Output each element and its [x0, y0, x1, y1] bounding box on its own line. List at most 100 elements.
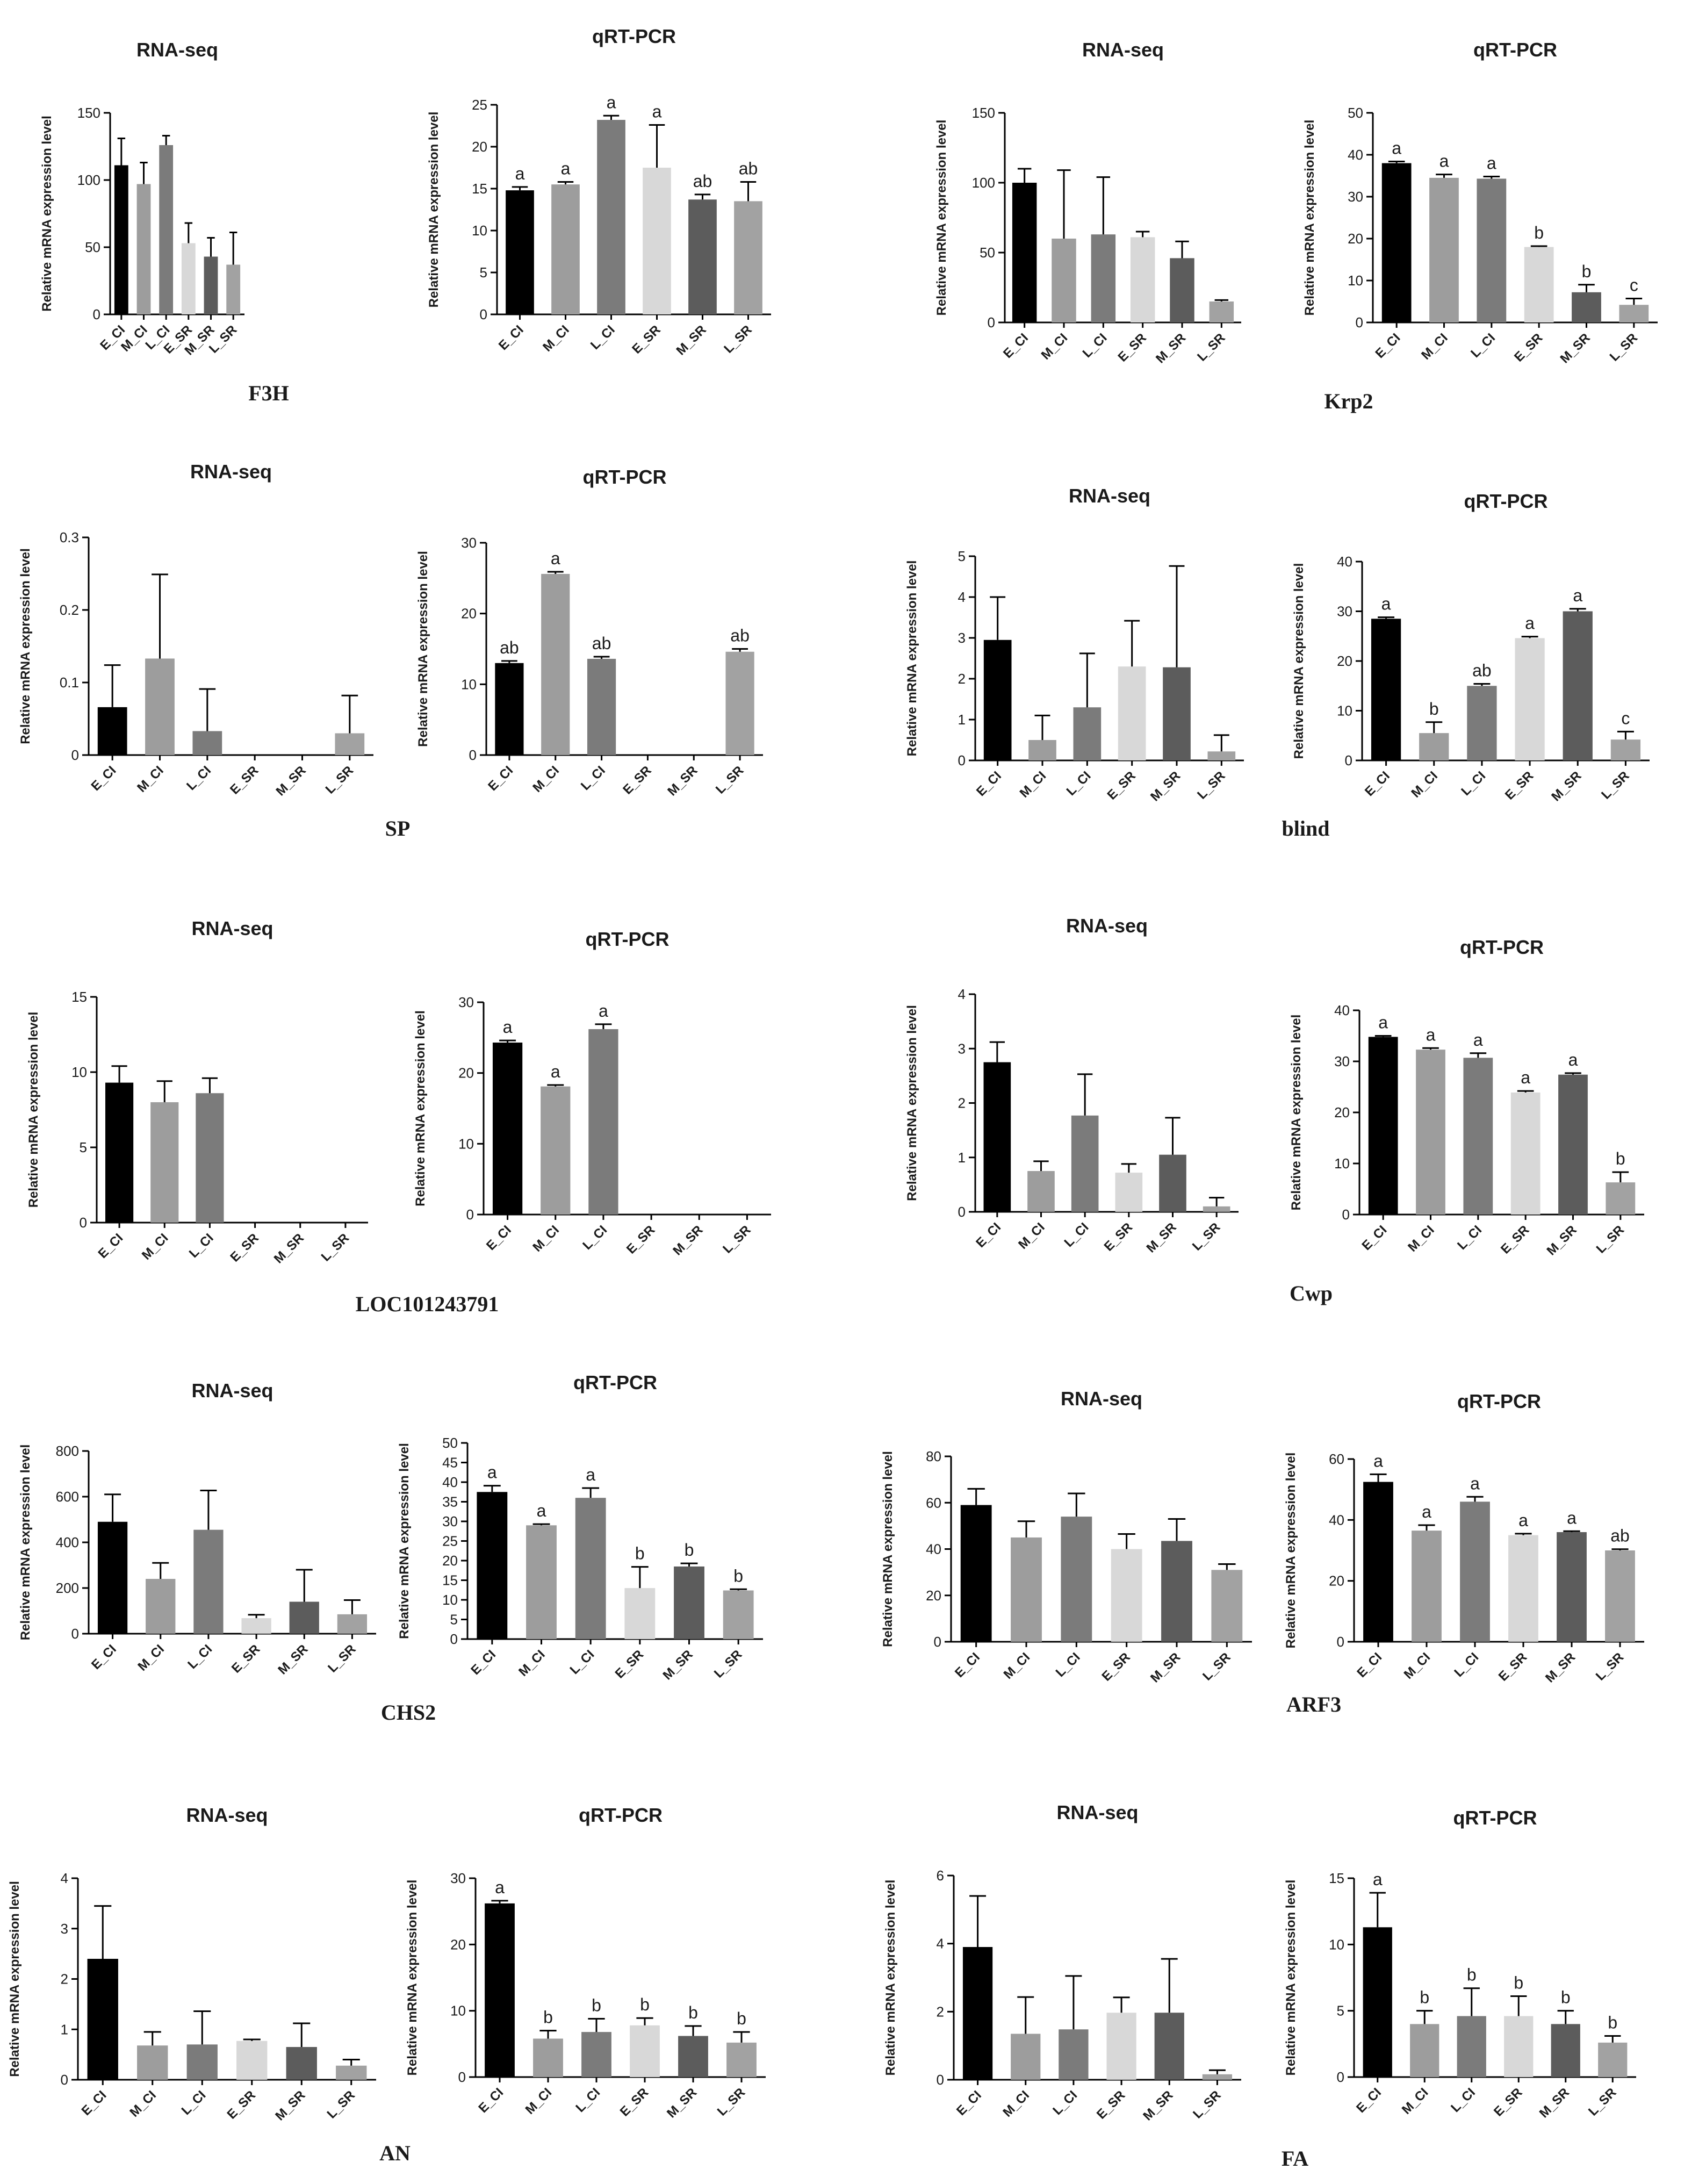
y-tick-label: 0 [1356, 314, 1363, 331]
y-axis-label: Relative mRNA expression level [397, 1443, 412, 1639]
bar-m-ci [1027, 1171, 1055, 1212]
x-tick-label: L_CI [573, 2085, 603, 2115]
y-axis-label: Relative mRNA expression level [1289, 1015, 1304, 1211]
x-tick-label: M_SR [670, 1223, 706, 1258]
y-tick-label: 2 [61, 1971, 68, 1987]
y-tick-label: 5 [1337, 2003, 1344, 2019]
x-tick-label: L_CI [1458, 768, 1488, 799]
y-tick-label: 0 [466, 1206, 474, 1223]
bar-l-sr [1606, 1182, 1636, 1215]
significance-letter: ab [739, 159, 758, 178]
y-tick-label: 40 [1329, 1512, 1344, 1528]
bar-l-sr [1211, 1570, 1243, 1642]
chart-title: qRT-PCR [1473, 39, 1557, 61]
y-tick-label: 3 [61, 1921, 68, 1937]
x-tick-label: E_SR [225, 2088, 258, 2122]
bar-m-sr [678, 2036, 708, 2077]
chart-blind-qpcr: qRT-PCR Relative mRNA expression level 0 10… [1292, 490, 1650, 804]
x-tick-label: L_SR [1607, 331, 1640, 364]
x-tick-label: E_CI [89, 1642, 119, 1672]
x-tick-label: M_CI [135, 1642, 167, 1674]
chart-title: RNA-seq [186, 1804, 268, 1826]
y-tick-label: 20 [458, 1065, 474, 1081]
bar-e-sr [1111, 1549, 1142, 1642]
y-tick-label: 0 [1337, 1634, 1344, 1650]
bar-l-ci [597, 120, 625, 314]
y-tick-label: 5 [80, 1139, 87, 1155]
y-tick-label: 0 [958, 1204, 966, 1220]
x-tick-label: L_CI [1050, 2088, 1080, 2118]
bar-e-sr [1504, 2016, 1534, 2077]
y-tick-label: 1 [958, 1150, 966, 1166]
x-tick-label: M_SR [673, 322, 709, 358]
bar-m-ci [1011, 2034, 1041, 2080]
significance-letter: a [1525, 614, 1535, 633]
significance-letter: c [1621, 708, 1630, 728]
y-tick-label: 20 [450, 1936, 466, 1952]
bar-e-sr [1524, 247, 1554, 322]
significance-letter: a [1373, 1451, 1383, 1470]
bar-l-ci [186, 2044, 218, 2080]
significance-letter: a [1473, 1030, 1483, 1050]
x-tick-label: E_SR [227, 1231, 261, 1265]
chart-title: RNA-seq [1082, 39, 1164, 61]
y-tick-label: 100 [77, 172, 100, 188]
x-tick-label: L_SR [1194, 331, 1228, 364]
bar-e-sr [241, 1618, 271, 1634]
bar-l-sr [226, 264, 241, 314]
bar-m-sr [1163, 667, 1191, 760]
y-tick-label: 0.3 [60, 529, 79, 545]
x-tick-label: L_CI [1080, 331, 1110, 361]
y-tick-label: 2 [958, 671, 966, 687]
x-tick-label: L_SR [1190, 2088, 1223, 2121]
x-tick-label: M_CI [1405, 1223, 1437, 1255]
significance-letter: a [1439, 152, 1449, 171]
x-tick-label: L_CI [580, 1223, 610, 1253]
bar-m-ci [541, 1086, 571, 1215]
y-axis-label: Relative mRNA expression level [905, 561, 919, 757]
significance-letter: b [592, 1995, 601, 2015]
significance-letter: a [1470, 1474, 1480, 1493]
x-tick-label: L_SR [711, 1647, 745, 1680]
y-tick-label: 25 [442, 1533, 458, 1549]
significance-letter: b [543, 2008, 553, 2027]
x-tick-label: L_SR [721, 322, 754, 356]
significance-letter: b [1608, 2013, 1617, 2032]
significance-letter: c [1630, 276, 1638, 295]
chart-title: qRT-PCR [573, 1371, 657, 1393]
bar-l-sr [336, 2065, 367, 2080]
x-tick-label: L_SR [1593, 1650, 1626, 1683]
bar-m-sr [1551, 2024, 1580, 2077]
y-axis-label: Relative mRNA expression level [26, 1012, 41, 1208]
x-tick-label: M_CI [516, 1647, 548, 1679]
x-tick-label: M_CI [1001, 1650, 1033, 1682]
bar-m-ci [541, 573, 570, 755]
gene-label: ARF3 [1286, 1692, 1341, 1716]
y-axis-label: Relative mRNA expression level [8, 1881, 22, 2077]
chart-krp2-rna: RNA-seq Relative mRNA expression level 0 50… [934, 39, 1241, 366]
significance-letter: ab [500, 638, 519, 657]
bar-l-ci [1071, 1115, 1099, 1212]
x-tick-label: E_CI [96, 1231, 126, 1261]
x-tick-label: M_CI [523, 2085, 555, 2117]
bar-m-ci [1416, 1050, 1445, 1215]
y-tick-label: 40 [442, 1474, 458, 1490]
x-tick-label: E_SR [1498, 1223, 1532, 1256]
significance-letter: b [1420, 1988, 1429, 2007]
y-axis-label: Relative mRNA expression level [883, 1880, 898, 2076]
x-tick-label: M_SR [1148, 768, 1183, 804]
x-tick-label: E_CI [1373, 331, 1403, 361]
gene-label: Krp2 [1324, 389, 1373, 413]
y-tick-label: 2 [937, 2003, 944, 2020]
bar-m-sr [1563, 611, 1593, 760]
bar-e-ci [105, 1082, 134, 1223]
bar-m-ci [1028, 740, 1056, 760]
chart-title: RNA-seq [191, 917, 273, 939]
bar-l-ci [1467, 686, 1497, 760]
significance-letter: a [1573, 586, 1582, 605]
x-tick-label: L_SR [1190, 1220, 1223, 1253]
y-tick-label: 20 [472, 139, 487, 155]
chart-chs2-rna: RNA-seq Relative mRNA expression level 0 20… [18, 1380, 376, 1677]
chart-title: RNA-seq [190, 461, 272, 483]
